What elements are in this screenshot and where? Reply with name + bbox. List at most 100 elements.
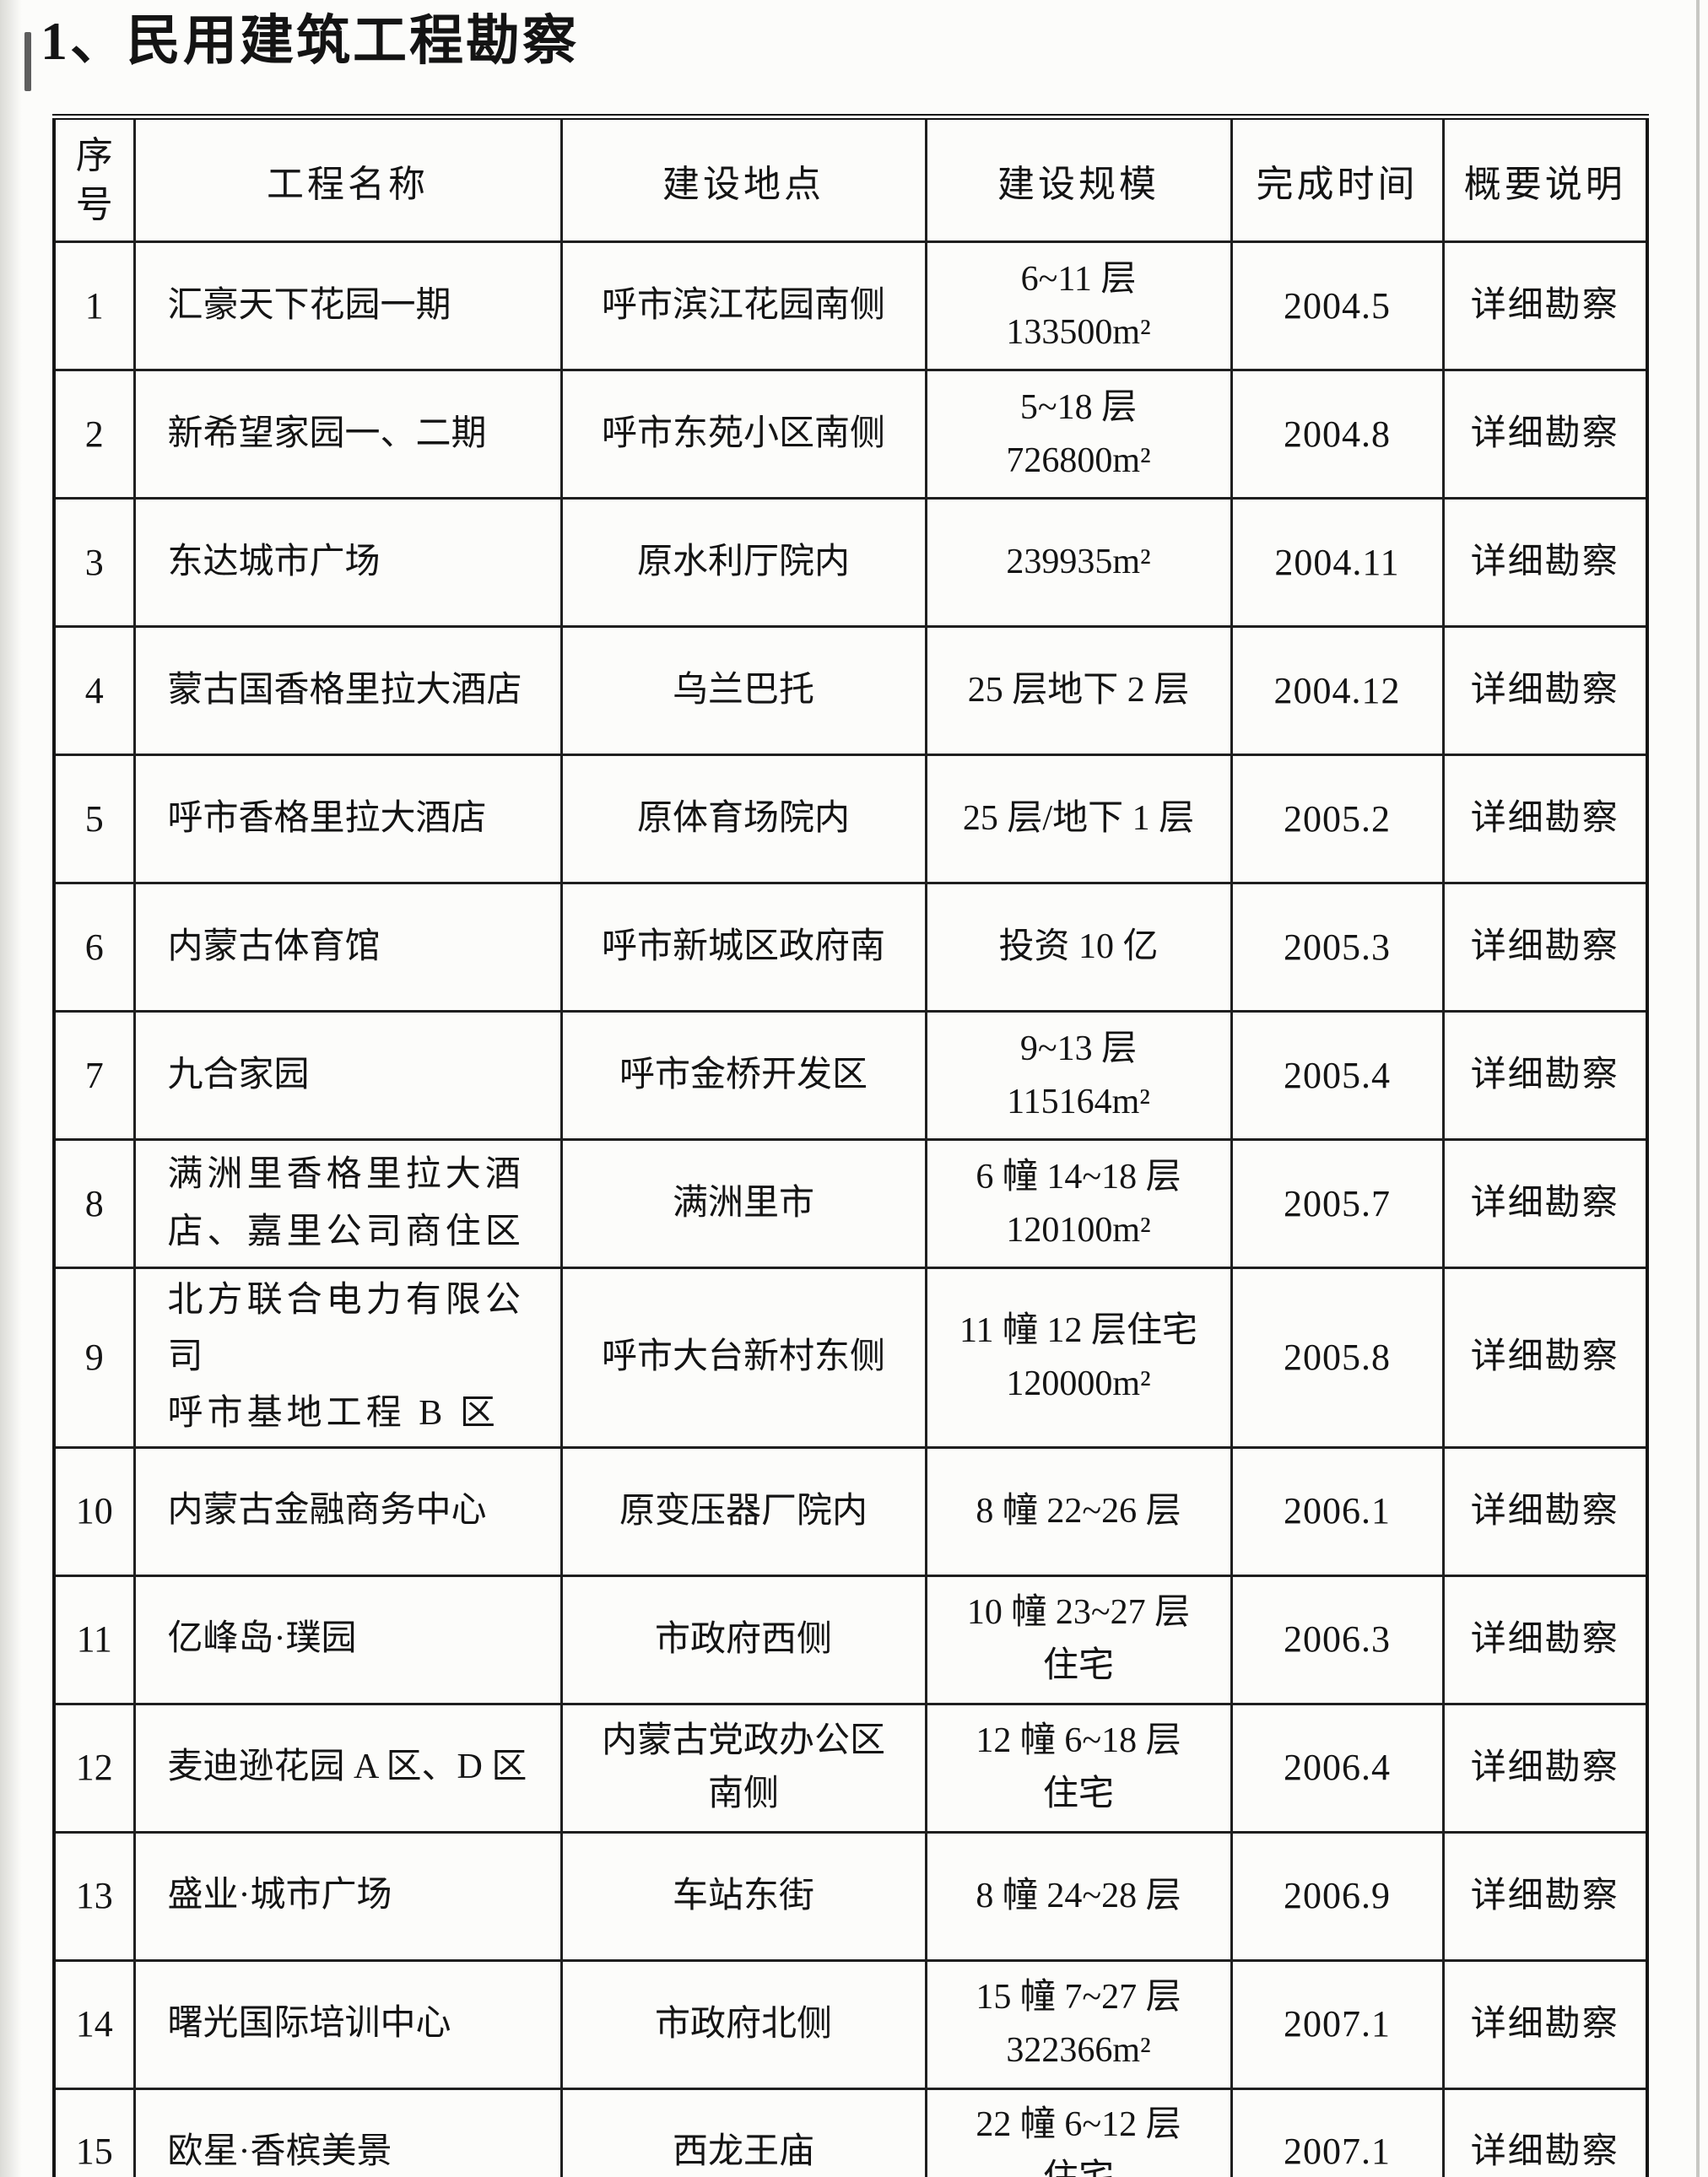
header-project-name: 工程名称 — [132, 116, 563, 243]
cell-completion-time: 2007.1 — [1230, 1958, 1445, 2090]
cell-project-name: 麦迪逊花园 A 区、D 区 — [132, 1702, 563, 1834]
header-scale: 建设规模 — [924, 116, 1233, 243]
cell-summary: 详细勘察 — [1441, 1445, 1649, 1577]
cell-location: 车站东街 — [559, 1830, 927, 1962]
cell-location: 西龙王庙 — [559, 2087, 927, 2177]
table-row: 14 曙光国际培训中心 市政府北侧 15 幢 7~27 层 322366m² 2… — [52, 1958, 1649, 2090]
cell-project-name: 盛业·城市广场 — [132, 1830, 563, 1962]
table-row: 13 盛业·城市广场 车站东街 8 幢 24~28 层 2006.9 详细勘察 — [52, 1830, 1649, 1962]
cell-location: 乌兰巴托 — [559, 625, 927, 756]
cell-project-name: 九合家园 — [132, 1010, 563, 1141]
table-row: 5 呼市香格里拉大酒店 原体育场院内 25 层/地下 1 层 2005.2 详细… — [52, 754, 1649, 884]
cell-completion-time: 2005.8 — [1230, 1267, 1445, 1449]
cell-completion-time: 2004.8 — [1230, 369, 1445, 500]
page-title: 1、民用建筑工程勘察 — [41, 11, 579, 71]
table-row: 12 麦迪逊花园 A 区、D 区 内蒙古党政办公区 南侧 12 幢 6~18 层… — [52, 1702, 1649, 1834]
civil-survey-projects-table: 序号 工程名称 建设地点 建设规模 完成时间 概要说明 1 汇豪天下花园一期 呼… — [52, 114, 1649, 2177]
cell-serial-number: 2 — [52, 369, 136, 500]
cell-summary: 详细勘察 — [1441, 240, 1649, 371]
cell-summary: 详细勘察 — [1441, 369, 1649, 500]
table-row: 9 北方联合电力有限公司 呼市基地工程 B 区 呼市大台新村东侧 11 幢 12… — [52, 1267, 1649, 1449]
cell-serial-number: 8 — [52, 1138, 136, 1269]
cell-completion-time: 2006.4 — [1230, 1702, 1445, 1834]
cell-location: 原变压器厂院内 — [559, 1445, 927, 1577]
cell-summary: 详细勘察 — [1441, 1010, 1649, 1141]
table-row: 4 蒙古国香格里拉大酒店 乌兰巴托 25 层地下 2 层 2004.12 详细勘… — [52, 625, 1649, 756]
cell-summary: 详细勘察 — [1441, 1830, 1649, 1962]
cell-scale: 9~13 层 115164m² — [924, 1010, 1233, 1141]
cell-scale: 25 层/地下 1 层 — [924, 754, 1233, 884]
cell-completion-time: 2005.7 — [1230, 1138, 1445, 1269]
cell-project-name: 满洲里香格里拉大酒 店、嘉里公司商住区 — [132, 1138, 563, 1269]
cell-scale: 6~11 层 133500m² — [924, 240, 1233, 371]
table-row: 10 内蒙古金融商务中心 原变压器厂院内 8 幢 22~26 层 2006.1 … — [52, 1445, 1649, 1577]
cell-scale: 11 幢 12 层住宅 120000m² — [924, 1267, 1233, 1449]
cell-project-name: 呼市香格里拉大酒店 — [132, 754, 563, 884]
table-row: 7 九合家园 呼市金桥开发区 9~13 层 115164m² 2005.4 详细… — [52, 1010, 1649, 1141]
cell-scale: 5~18 层 726800m² — [924, 369, 1233, 500]
cell-project-name: 内蒙古金融商务中心 — [132, 1445, 563, 1577]
cell-completion-time: 2005.4 — [1230, 1010, 1445, 1141]
cell-summary: 详细勘察 — [1441, 754, 1649, 884]
table-row: 15 欧星·香槟美景 西龙王庙 22 幢 6~12 层 住宅 2007.1 详细… — [52, 2087, 1649, 2177]
cell-serial-number: 6 — [52, 882, 136, 1013]
table-row: 8 满洲里香格里拉大酒 店、嘉里公司商住区 满洲里市 6 幢 14~18 层 1… — [52, 1138, 1649, 1269]
cell-completion-time: 2005.3 — [1230, 882, 1445, 1013]
cell-summary: 详细勘察 — [1441, 1702, 1649, 1834]
cell-scale: 10 幢 23~27 层 住宅 — [924, 1574, 1233, 1705]
cell-summary: 详细勘察 — [1441, 1958, 1649, 2090]
cell-location: 原水利厅院内 — [559, 497, 927, 628]
cell-location: 呼市新城区政府南 — [559, 882, 927, 1013]
header-serial-number: 序号 — [52, 116, 136, 243]
cell-serial-number: 3 — [52, 497, 136, 628]
cell-project-name: 新希望家园一、二期 — [132, 369, 563, 500]
cell-serial-number: 10 — [52, 1445, 136, 1577]
cell-completion-time: 2007.1 — [1230, 2087, 1445, 2177]
cell-scale: 12 幢 6~18 层 住宅 — [924, 1702, 1233, 1834]
cell-summary: 详细勘察 — [1441, 2087, 1649, 2177]
cell-project-name: 曙光国际培训中心 — [132, 1958, 563, 2090]
cell-completion-time: 2005.2 — [1230, 754, 1445, 884]
cell-scale: 8 幢 24~28 层 — [924, 1830, 1233, 1962]
cell-completion-time: 2004.12 — [1230, 625, 1445, 756]
cell-summary: 详细勘察 — [1441, 1574, 1649, 1705]
cell-scale: 投资 10 亿 — [924, 882, 1233, 1013]
header-location: 建设地点 — [559, 116, 927, 243]
cell-scale: 239935m² — [924, 497, 1233, 628]
table-row: 3 东达城市广场 原水利厅院内 239935m² 2004.11 详细勘察 — [52, 497, 1649, 628]
cell-completion-time: 2006.1 — [1230, 1445, 1445, 1577]
cell-location: 市政府北侧 — [559, 1958, 927, 2090]
cell-serial-number: 4 — [52, 625, 136, 756]
scan-artifact-right-edge — [1696, 0, 1700, 2177]
cell-completion-time: 2004.5 — [1230, 240, 1445, 371]
cell-project-name: 欧星·香槟美景 — [132, 2087, 563, 2177]
table-header-row: 序号 工程名称 建设地点 建设规模 完成时间 概要说明 — [52, 116, 1649, 243]
cell-summary: 详细勘察 — [1441, 882, 1649, 1013]
table-row: 2 新希望家园一、二期 呼市东苑小区南侧 5~18 层 726800m² 200… — [52, 369, 1649, 500]
cell-scale: 22 幢 6~12 层 住宅 — [924, 2087, 1233, 2177]
cell-location: 呼市金桥开发区 — [559, 1010, 927, 1141]
table-row: 11 亿峰岛·璞园 市政府西侧 10 幢 23~27 层 住宅 2006.3 详… — [52, 1574, 1649, 1705]
cell-summary: 详细勘察 — [1441, 497, 1649, 628]
cell-summary: 详细勘察 — [1441, 1267, 1649, 1449]
cell-summary: 详细勘察 — [1441, 625, 1649, 756]
cell-project-name: 北方联合电力有限公司 呼市基地工程 B 区 — [132, 1267, 563, 1449]
cell-location: 市政府西侧 — [559, 1574, 927, 1705]
cell-serial-number: 11 — [52, 1574, 136, 1705]
cell-completion-time: 2004.11 — [1230, 497, 1445, 628]
cell-summary: 详细勘察 — [1441, 1138, 1649, 1269]
cell-location: 内蒙古党政办公区 南侧 — [559, 1702, 927, 1834]
cell-project-name: 内蒙古体育馆 — [132, 882, 563, 1013]
cell-serial-number: 14 — [52, 1958, 136, 2090]
cell-location: 满洲里市 — [559, 1138, 927, 1269]
cell-serial-number: 13 — [52, 1830, 136, 1962]
cell-completion-time: 2006.9 — [1230, 1830, 1445, 1962]
header-summary: 概要说明 — [1441, 116, 1649, 243]
cell-serial-number: 12 — [52, 1702, 136, 1834]
cell-serial-number: 7 — [52, 1010, 136, 1141]
cell-location: 呼市滨江花园南侧 — [559, 240, 927, 371]
cell-serial-number: 5 — [52, 754, 136, 884]
cell-location: 原体育场院内 — [559, 754, 927, 884]
cell-completion-time: 2006.3 — [1230, 1574, 1445, 1705]
